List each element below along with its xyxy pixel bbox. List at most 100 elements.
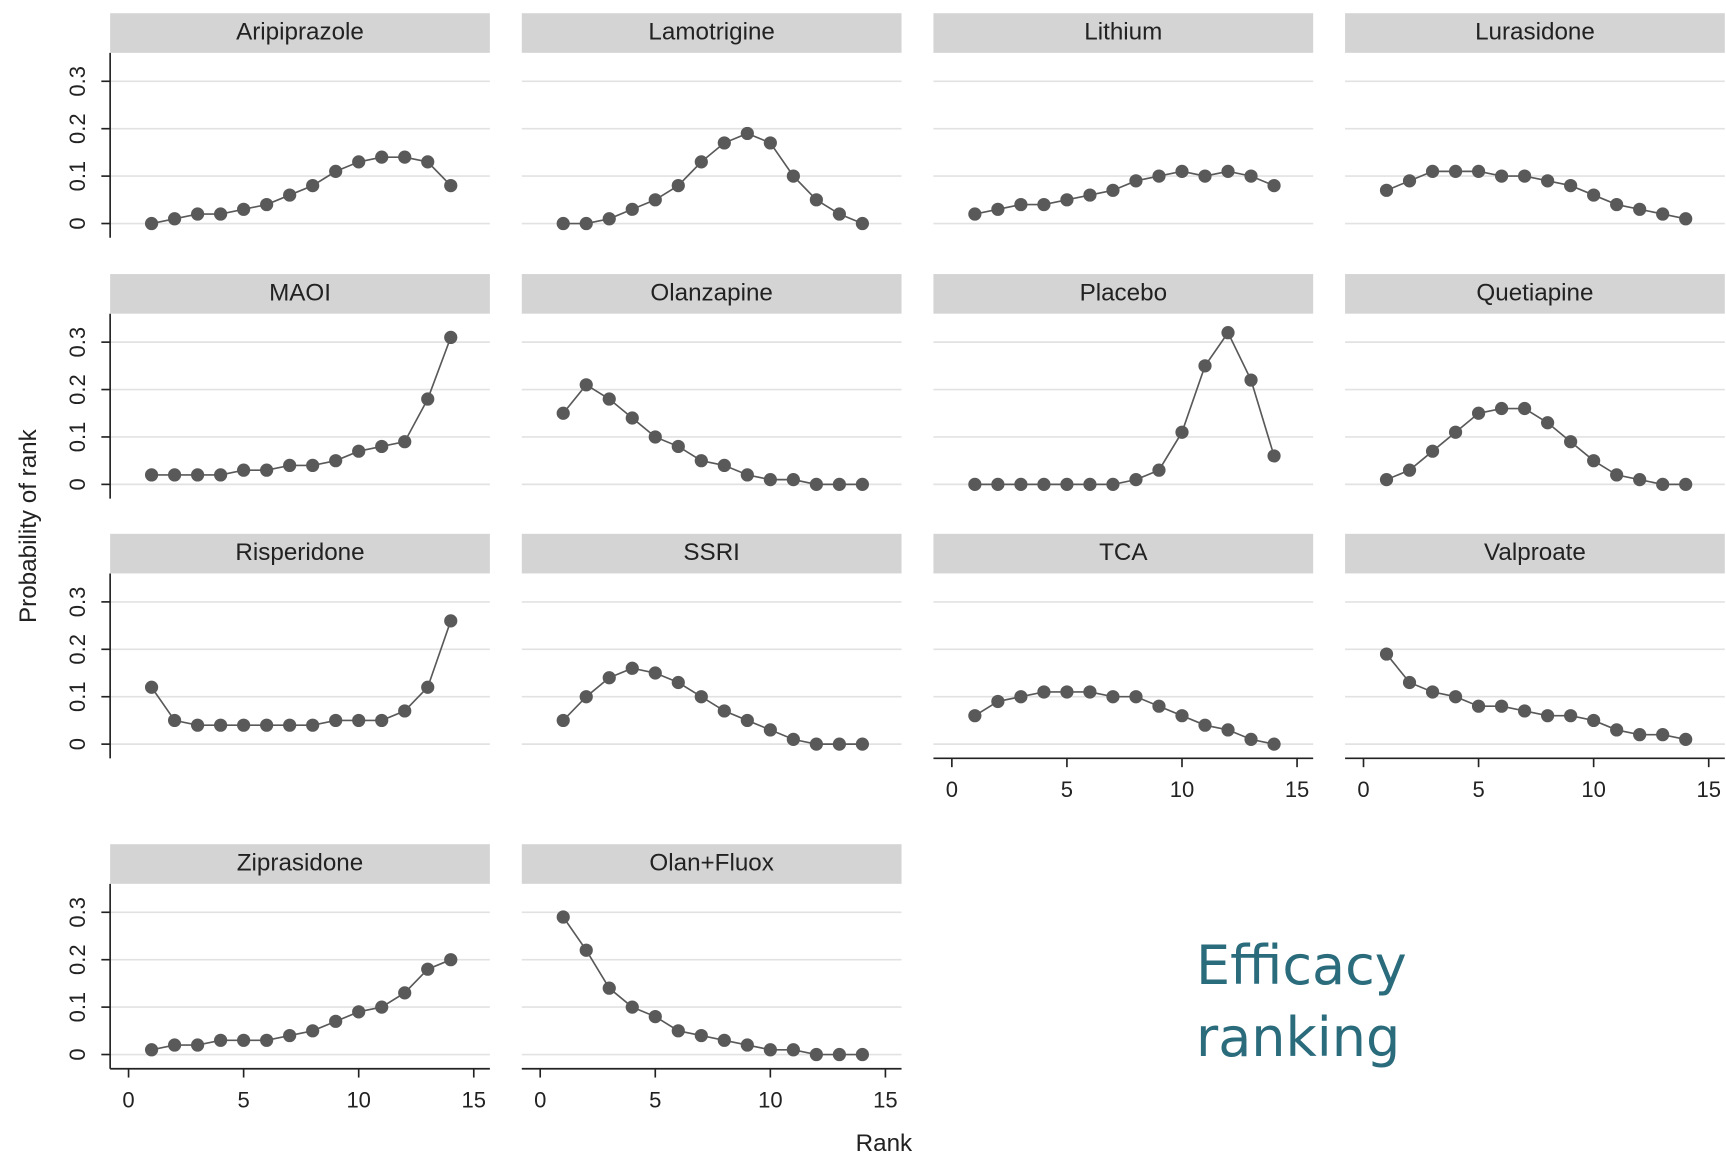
y-tick-label: 0.2 <box>65 634 90 665</box>
panel-header <box>521 844 902 884</box>
panel-title: Valproate <box>1484 539 1586 566</box>
data-point <box>1129 473 1143 487</box>
data-point <box>809 193 823 207</box>
data-point <box>1402 174 1417 188</box>
data-point <box>444 330 458 345</box>
y-tick-label: 0.1 <box>65 992 90 1023</box>
data-point <box>1244 373 1258 387</box>
data-point <box>671 439 685 454</box>
data-point <box>237 463 251 477</box>
data-point <box>190 207 205 221</box>
data-point <box>306 718 320 732</box>
data-point <box>786 169 800 183</box>
data-point <box>214 1033 228 1047</box>
data-point <box>1610 468 1624 482</box>
data-point <box>1517 401 1532 416</box>
data-point <box>1083 685 1097 699</box>
annotation: Efficacy ranking <box>1196 934 1407 1069</box>
panel-header <box>521 274 902 314</box>
data-point <box>648 666 662 680</box>
data-point <box>556 406 570 420</box>
data-point <box>625 411 639 425</box>
x-tick-label: 15 <box>873 1088 897 1113</box>
data-point <box>1564 709 1578 723</box>
data-point <box>1106 183 1120 197</box>
panel-header <box>1345 533 1725 574</box>
data-point <box>237 718 251 732</box>
data-point <box>648 430 662 444</box>
data-point <box>306 1024 320 1038</box>
x-tick-label: 5 <box>1472 777 1484 802</box>
panel-title: MAOI <box>269 279 331 306</box>
data-point <box>1402 675 1417 690</box>
panel-header <box>521 13 902 53</box>
data-point <box>968 207 982 221</box>
data-point <box>1633 728 1647 742</box>
data-point <box>398 435 412 449</box>
data-point <box>1633 473 1647 487</box>
data-point <box>809 737 823 751</box>
data-point <box>740 126 754 141</box>
data-point <box>1494 699 1509 713</box>
data-point <box>602 392 616 406</box>
y-tick-label: 0.1 <box>65 681 90 712</box>
x-tick-label: 15 <box>1285 777 1309 802</box>
data-point <box>671 178 685 193</box>
data-point <box>1106 477 1120 491</box>
data-point <box>1037 685 1051 699</box>
panel-title: Ziprasidone <box>237 849 363 876</box>
data-point <box>421 155 435 169</box>
data-point <box>1198 359 1212 373</box>
data-point <box>421 962 435 976</box>
data-point <box>1448 164 1463 178</box>
panel-header <box>1345 274 1725 314</box>
data-point <box>602 212 616 226</box>
data-point <box>1152 463 1166 477</box>
data-point <box>1379 647 1394 661</box>
data-point <box>421 680 435 694</box>
data-point <box>306 178 320 193</box>
data-point <box>579 216 593 231</box>
data-point <box>1425 685 1440 699</box>
y-tick-label: 0 <box>65 217 90 229</box>
data-point <box>832 207 846 221</box>
data-point <box>306 458 320 473</box>
data-point <box>1541 174 1555 188</box>
data-point <box>283 188 297 202</box>
data-point <box>786 732 800 746</box>
panel-title: Lurasidone <box>1475 18 1595 45</box>
data-point <box>786 1043 800 1057</box>
data-point <box>1083 477 1097 491</box>
data-point <box>740 713 754 728</box>
data-point <box>329 454 343 468</box>
data-point <box>832 737 846 751</box>
y-tick-label: 0.1 <box>65 422 90 453</box>
data-point <box>144 216 159 231</box>
data-point <box>283 718 297 732</box>
data-point <box>398 986 412 1000</box>
data-point <box>375 150 389 164</box>
x-tick-label: 10 <box>1170 777 1194 802</box>
y-tick-label: 0 <box>65 1048 90 1060</box>
data-point <box>1037 477 1051 491</box>
data-point <box>740 468 754 482</box>
data-point <box>1014 197 1028 212</box>
data-point <box>190 1038 205 1052</box>
panel-title: TCA <box>1099 539 1148 566</box>
data-point <box>991 477 1005 491</box>
data-line <box>151 958 452 1051</box>
data-point <box>1221 164 1235 178</box>
y-tick-label: 0.3 <box>65 66 90 97</box>
data-point <box>1198 718 1212 732</box>
x-tick-label: 5 <box>238 1088 250 1113</box>
data-point <box>717 704 731 718</box>
data-point <box>1014 477 1028 491</box>
data-point <box>671 675 685 690</box>
data-point <box>352 155 366 169</box>
data-point <box>398 704 412 718</box>
data-point <box>167 468 182 482</box>
data-point <box>1129 690 1143 704</box>
data-point <box>237 1033 251 1047</box>
